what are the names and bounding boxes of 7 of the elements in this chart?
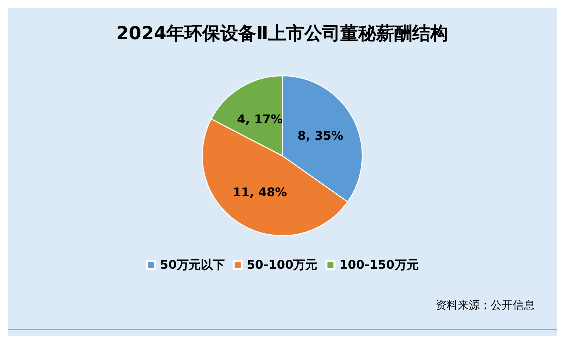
legend-label: 100-150万元	[340, 258, 419, 272]
text: 资料来源：公开信息	[436, 299, 535, 312]
data-label: 8, 35%	[298, 129, 344, 144]
chart-title: 2024年环保设备Ⅱ上市公司董秘薪酬结构	[116, 24, 448, 44]
legend-label: 50-100万元	[246, 258, 318, 272]
legend-label: 50万元以下	[160, 258, 225, 272]
data-label: 11, 48%	[233, 186, 288, 200]
